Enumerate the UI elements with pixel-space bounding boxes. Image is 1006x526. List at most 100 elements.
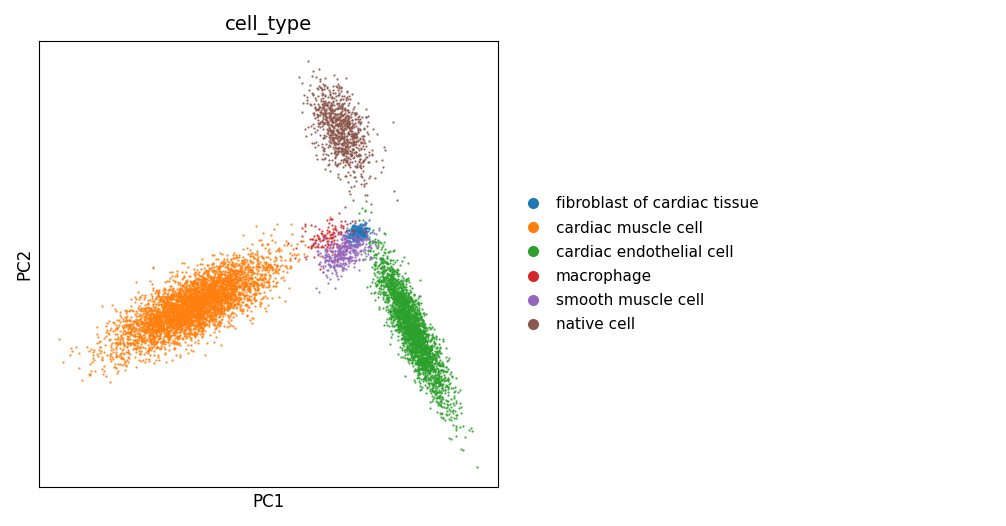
Point <box>331 241 347 249</box>
Point <box>163 327 179 335</box>
Point <box>392 322 408 330</box>
Point <box>326 259 342 267</box>
Point <box>159 306 175 314</box>
Point <box>170 278 186 287</box>
Point <box>185 313 201 321</box>
Point <box>178 299 194 308</box>
Point <box>428 374 444 382</box>
Point <box>174 325 190 333</box>
Point <box>197 279 213 288</box>
Point <box>206 251 222 259</box>
Point <box>131 342 147 350</box>
Point <box>180 309 196 318</box>
Point <box>407 360 424 368</box>
Point <box>209 298 225 306</box>
Point <box>409 337 426 345</box>
Point <box>372 238 388 247</box>
Point <box>440 375 456 383</box>
Point <box>320 118 336 126</box>
Point <box>186 311 202 319</box>
Point <box>146 336 162 345</box>
Point <box>385 282 401 290</box>
Point <box>434 381 450 389</box>
Point <box>184 309 200 318</box>
Point <box>165 324 181 332</box>
Point <box>360 130 376 138</box>
Point <box>336 136 352 145</box>
Point <box>115 322 131 330</box>
Point <box>391 282 407 290</box>
Point <box>189 293 205 301</box>
Point <box>225 288 241 297</box>
Point <box>240 285 257 294</box>
Point <box>153 315 169 323</box>
Point <box>357 229 373 237</box>
Point <box>203 288 219 297</box>
Point <box>177 291 193 299</box>
Point <box>350 230 366 238</box>
Point <box>383 271 399 280</box>
Point <box>386 285 402 294</box>
Point <box>318 113 334 122</box>
Point <box>410 371 427 379</box>
Point <box>129 338 145 347</box>
Point <box>366 260 382 268</box>
Point <box>213 289 229 298</box>
Point <box>343 150 359 158</box>
Point <box>141 337 157 346</box>
Point <box>398 338 414 346</box>
Point <box>168 311 184 319</box>
Point <box>361 174 377 183</box>
Point <box>404 303 421 311</box>
Point <box>135 356 151 365</box>
Point <box>115 355 131 363</box>
Point <box>160 332 176 341</box>
Point <box>181 301 197 310</box>
Point <box>402 326 418 334</box>
Point <box>310 243 326 251</box>
Point <box>227 300 243 308</box>
Point <box>161 307 177 315</box>
Point <box>374 241 390 250</box>
Point <box>184 281 200 290</box>
Point <box>369 236 385 244</box>
Point <box>340 95 356 104</box>
Point <box>223 272 239 280</box>
Point <box>385 305 401 313</box>
Point <box>348 143 364 151</box>
Point <box>174 282 190 290</box>
Point <box>220 285 236 293</box>
Point <box>168 303 184 311</box>
Point <box>337 217 353 225</box>
Point <box>205 284 221 292</box>
Point <box>332 228 348 236</box>
Point <box>160 318 176 326</box>
Point <box>118 316 134 324</box>
Point <box>295 79 311 87</box>
Point <box>163 305 179 313</box>
Point <box>407 316 424 324</box>
Point <box>136 325 152 333</box>
Point <box>182 291 198 299</box>
Point <box>411 339 428 347</box>
Point <box>319 271 335 280</box>
Point <box>402 295 418 304</box>
Point <box>409 300 426 308</box>
Point <box>180 307 196 315</box>
Point <box>268 268 284 276</box>
Point <box>131 333 147 341</box>
Point <box>320 129 336 137</box>
Point <box>306 124 322 133</box>
Point <box>427 371 443 379</box>
Point <box>256 294 272 302</box>
Point <box>410 341 427 349</box>
Point <box>314 86 330 94</box>
Point <box>341 257 357 265</box>
Point <box>418 341 435 349</box>
Point <box>348 256 364 264</box>
Point <box>240 296 257 304</box>
Point <box>339 146 355 155</box>
Point <box>218 280 234 289</box>
Point <box>222 292 238 300</box>
Point <box>217 297 233 305</box>
